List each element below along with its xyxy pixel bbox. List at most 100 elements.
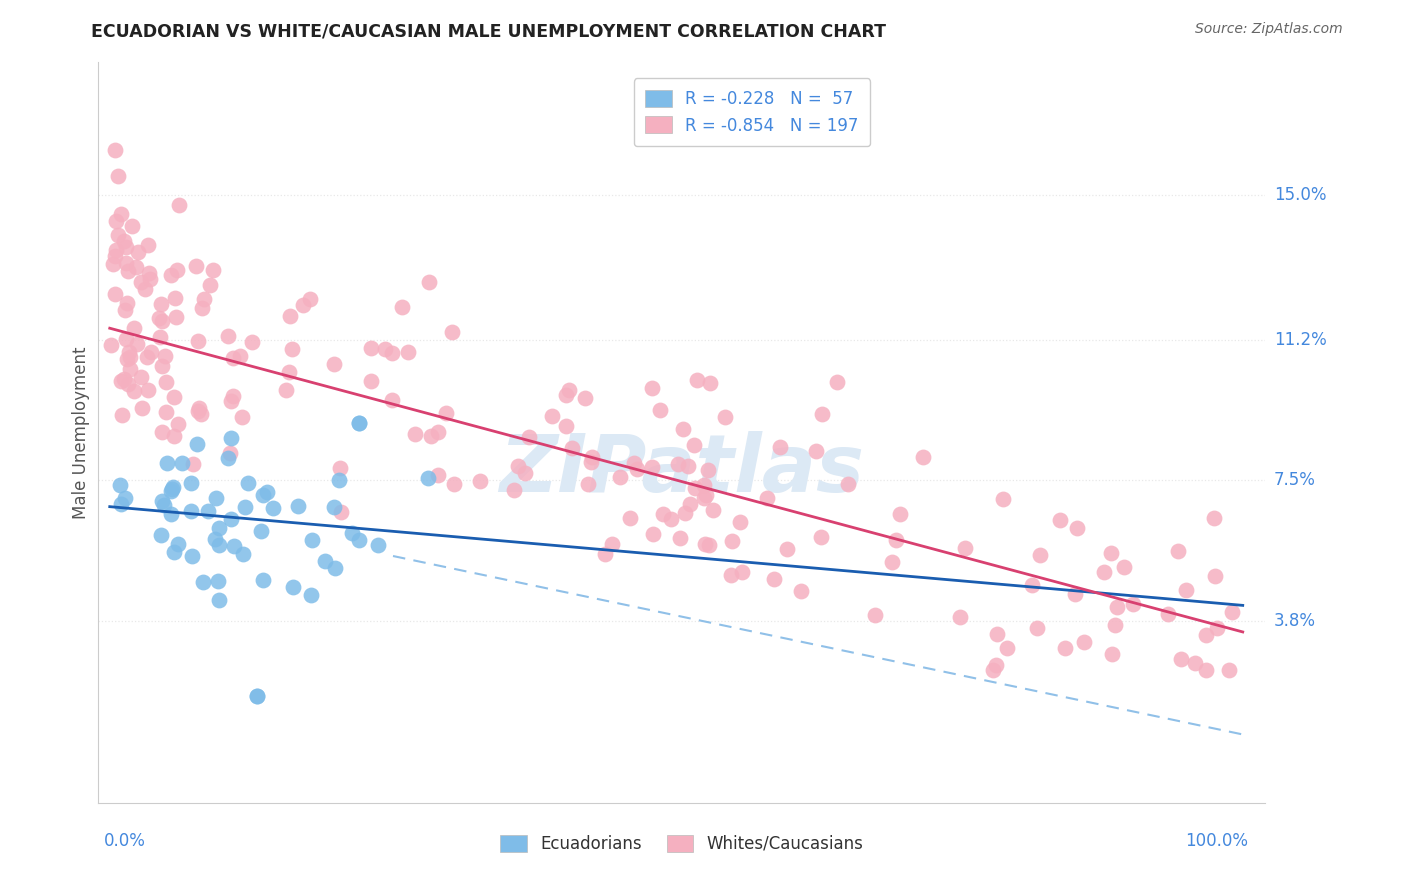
- Point: [100, 338, 122, 352]
- Point: [1195, 628, 1218, 642]
- Point: [246, 690, 269, 704]
- Point: [221, 394, 243, 409]
- Point: [139, 271, 162, 285]
- Point: [198, 277, 221, 292]
- Point: [219, 446, 242, 460]
- Point: [276, 383, 298, 397]
- Point: [208, 593, 231, 607]
- Point: [180, 476, 202, 491]
- Text: Source: ZipAtlas.com: Source: ZipAtlas.com: [1195, 22, 1343, 37]
- Point: [121, 219, 143, 233]
- Point: [714, 409, 737, 424]
- Point: [322, 500, 344, 515]
- Point: [810, 407, 832, 421]
- Point: [347, 416, 370, 430]
- Point: [1170, 652, 1192, 666]
- Point: [124, 260, 146, 275]
- Point: [111, 409, 134, 423]
- Point: [217, 450, 239, 465]
- Point: [686, 373, 709, 387]
- Point: [314, 554, 336, 568]
- Point: [699, 376, 721, 390]
- Point: [221, 351, 243, 365]
- Point: [340, 526, 363, 541]
- Point: [112, 372, 135, 386]
- Point: [166, 417, 188, 431]
- Point: [863, 607, 886, 622]
- Point: [692, 491, 714, 505]
- Point: [886, 533, 908, 547]
- Point: [367, 538, 389, 552]
- Y-axis label: Male Unemployment: Male Unemployment: [72, 346, 90, 519]
- Point: [219, 512, 242, 526]
- Point: [191, 301, 214, 316]
- Point: [666, 457, 689, 471]
- Point: [1054, 640, 1077, 655]
- Point: [1092, 565, 1115, 579]
- Point: [721, 533, 744, 548]
- Point: [1049, 513, 1071, 527]
- Point: [150, 314, 173, 328]
- Point: [186, 437, 208, 451]
- Point: [1104, 617, 1126, 632]
- Point: [1204, 510, 1226, 524]
- Point: [991, 491, 1014, 506]
- Point: [163, 428, 186, 442]
- Point: [696, 463, 718, 477]
- Point: [555, 388, 578, 402]
- Point: [280, 343, 302, 357]
- Point: [193, 292, 215, 306]
- Point: [1101, 647, 1123, 661]
- Point: [114, 303, 136, 318]
- Point: [955, 541, 977, 556]
- Point: [222, 389, 245, 403]
- Point: [180, 504, 202, 518]
- Point: [763, 572, 786, 586]
- Point: [197, 504, 219, 518]
- Point: [246, 690, 269, 704]
- Point: [127, 245, 149, 260]
- Point: [115, 295, 138, 310]
- Point: [101, 257, 124, 271]
- Point: [193, 574, 215, 589]
- Point: [328, 474, 350, 488]
- Point: [1026, 621, 1049, 635]
- Point: [440, 326, 463, 340]
- Point: [219, 431, 242, 445]
- Point: [114, 491, 136, 506]
- Point: [277, 365, 299, 379]
- Point: [652, 508, 675, 522]
- Point: [117, 377, 139, 392]
- Point: [110, 207, 132, 221]
- Point: [1184, 657, 1206, 671]
- Point: [155, 405, 177, 419]
- Point: [291, 298, 314, 312]
- Point: [117, 264, 139, 278]
- Point: [329, 461, 352, 475]
- Point: [1063, 587, 1085, 601]
- Point: [184, 259, 207, 273]
- Point: [156, 456, 179, 470]
- Point: [825, 376, 848, 390]
- Point: [1204, 569, 1226, 583]
- Point: [720, 568, 742, 582]
- Legend: Ecuadorians, Whites/Caucasians: Ecuadorians, Whites/Caucasians: [492, 826, 872, 861]
- Point: [166, 536, 188, 550]
- Point: [695, 537, 717, 551]
- Point: [131, 401, 153, 415]
- Point: [702, 503, 724, 517]
- Text: 11.2%: 11.2%: [1274, 331, 1326, 349]
- Point: [889, 507, 911, 521]
- Point: [640, 459, 662, 474]
- Point: [160, 507, 183, 521]
- Point: [150, 359, 173, 373]
- Point: [581, 455, 603, 469]
- Point: [595, 547, 617, 561]
- Point: [162, 390, 184, 404]
- Point: [301, 533, 323, 547]
- Point: [806, 444, 828, 458]
- Point: [1029, 549, 1052, 563]
- Text: 100.0%: 100.0%: [1185, 832, 1249, 850]
- Point: [672, 422, 695, 436]
- Point: [515, 467, 537, 481]
